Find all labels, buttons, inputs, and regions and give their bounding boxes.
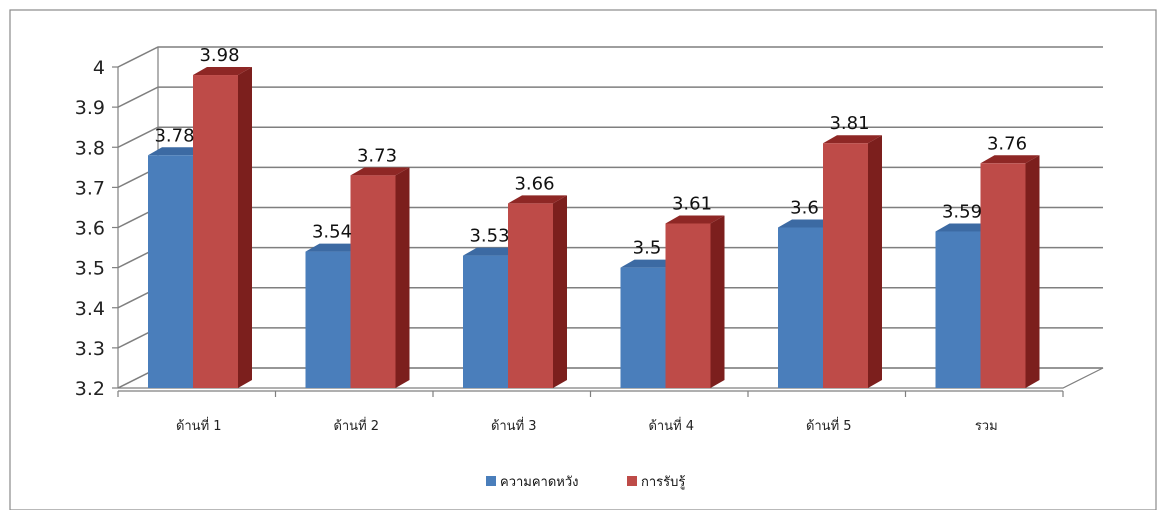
x-tick-label: ด้านที่ 4 <box>648 417 694 434</box>
legend-label-perception: การรับรู้ <box>641 475 685 490</box>
bar-side <box>1025 155 1040 388</box>
data-labels: 3.78 3.98 3.54 3.73 3.53 3.66 3.5 3.61 3.6 3.81 3.… <box>154 45 1027 259</box>
gridline <box>117 86 1103 108</box>
bar-perception <box>980 155 1040 388</box>
data-label: 3.61 <box>672 193 712 214</box>
data-label: 3.81 <box>829 113 869 134</box>
bar-top <box>778 219 837 228</box>
x-tick-label: ด้านที่ 1 <box>176 417 222 434</box>
y-tick-label: 3.4 <box>75 298 105 320</box>
legend: ความคาดหวัง การรับรู้ <box>486 475 685 490</box>
bar-top <box>935 223 995 232</box>
axes <box>112 66 1064 397</box>
bar-side <box>395 167 410 388</box>
gridline <box>117 126 1103 148</box>
y-tick-label: 3.3 <box>75 338 105 360</box>
bar-front <box>665 223 711 388</box>
bar-front <box>350 175 396 388</box>
data-label: 3.6 <box>790 198 819 219</box>
bar-front <box>778 227 823 388</box>
y-tick-label: 3.5 <box>75 258 105 280</box>
gridline <box>117 46 1103 68</box>
bar-front <box>193 75 238 389</box>
bar-top <box>350 167 410 176</box>
bar-front <box>980 163 1026 388</box>
bar-front <box>148 155 193 388</box>
data-label: 3.5 <box>633 238 662 259</box>
bar-top <box>620 259 680 268</box>
y-tick-labels: 3.2 3.3 3.4 3.5 3.6 3.7 3.8 3.9 4 <box>75 57 105 400</box>
bar-top <box>980 155 1040 164</box>
bar-top <box>508 195 567 204</box>
x-tick-label: รวม <box>975 419 998 434</box>
legend-swatch-expectation <box>486 476 496 486</box>
bar-front <box>463 255 508 388</box>
bar-front <box>508 203 553 388</box>
bar-top <box>148 147 207 156</box>
bar-perception <box>508 195 567 388</box>
data-label: 3.59 <box>942 202 982 223</box>
bar-perception <box>823 135 882 388</box>
y-tick-label: 3.9 <box>75 97 105 119</box>
data-label: 3.53 <box>469 226 509 247</box>
bar-side <box>868 135 882 388</box>
bar-top <box>305 243 365 252</box>
bar-front <box>620 267 666 388</box>
data-label: 3.66 <box>514 173 554 194</box>
data-label: 3.73 <box>357 145 397 166</box>
bar-top <box>463 247 522 256</box>
bar-side <box>710 215 725 388</box>
legend-swatch-perception <box>627 476 637 486</box>
x-tick-label: ด้านที่ 2 <box>333 417 379 434</box>
y-tick-label: 3.8 <box>75 137 105 159</box>
bar-top <box>665 215 725 224</box>
data-label: 3.78 <box>154 125 194 146</box>
bar-top <box>193 67 252 76</box>
bar-side <box>553 195 567 388</box>
bars <box>148 67 1040 389</box>
bar-top <box>823 135 882 144</box>
data-label: 3.54 <box>312 222 352 243</box>
x-tick-labels: ด้านที่ 1 ด้านที่ 2 ด้านที่ 3 ด้านที่ 4 ด้าน… <box>176 417 998 434</box>
y-tick-label: 3.7 <box>75 177 105 199</box>
x-tick-label: ด้านที่ 5 <box>806 417 852 434</box>
y-tick-label: 3.2 <box>75 378 105 400</box>
bar-side <box>238 67 252 389</box>
data-label: 3.98 <box>199 45 239 66</box>
bar-perception <box>193 67 252 389</box>
bar-perception <box>665 215 725 388</box>
bar-front <box>823 143 868 388</box>
x-tick-label: ด้านที่ 3 <box>491 417 537 434</box>
bar-front <box>305 251 351 388</box>
y-tick-label: 3.6 <box>75 218 105 240</box>
legend-label-expectation: ความคาดหวัง <box>500 475 579 490</box>
data-label: 3.76 <box>987 133 1027 154</box>
bar-perception <box>350 167 410 388</box>
bar-front <box>935 231 981 388</box>
y-tick-label: 4 <box>93 57 105 79</box>
